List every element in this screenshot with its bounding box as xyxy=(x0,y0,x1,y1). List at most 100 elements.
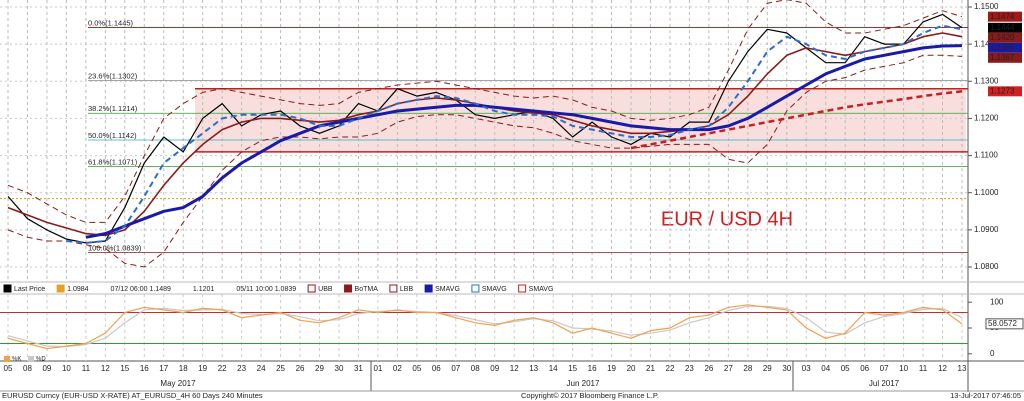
x-tick-label: 13 xyxy=(958,364,967,373)
x-tick-label: 14 xyxy=(549,364,558,373)
x-tick-label: 16 xyxy=(140,364,149,373)
legend-swatch xyxy=(182,284,191,293)
price-tag-label: 1.1420 xyxy=(990,33,1015,42)
price-tag-label: 1.1444 xyxy=(990,23,1015,32)
legend-swatch xyxy=(518,284,527,293)
legend-label: Last Price xyxy=(14,286,45,293)
month-label: May 2017 xyxy=(160,379,196,388)
x-tick-label: 09 xyxy=(490,364,499,373)
x-tick-label: 12 xyxy=(510,364,519,373)
legend-label: UBB xyxy=(318,286,333,293)
x-tick-label: 29 xyxy=(315,364,324,373)
series-line xyxy=(7,0,963,223)
x-tick-label: 17 xyxy=(159,364,168,373)
x-tick-label: 13 xyxy=(529,364,538,373)
price-tag xyxy=(988,86,1022,97)
x-tick-label: 25 xyxy=(276,364,285,373)
osc-tag-label: 58.0572 xyxy=(988,319,1017,328)
legend-label: BoTMA xyxy=(355,286,379,293)
legend-swatch xyxy=(3,284,12,293)
legend-swatch xyxy=(56,284,65,293)
x-tick-label: 26 xyxy=(704,364,713,373)
x-tick-label: 19 xyxy=(607,364,616,373)
legend-label: %K xyxy=(12,357,21,363)
x-tick-label: 16 xyxy=(588,364,597,373)
zone xyxy=(195,88,966,152)
x-tick-label: 23 xyxy=(237,364,246,373)
x-tick-label: 07 xyxy=(451,364,460,373)
fib-label: 23.6%(1.1302) xyxy=(88,72,138,81)
price-tag xyxy=(988,11,1022,22)
x-tick-label: 12 xyxy=(938,364,947,373)
y-tick-label: 1.1500 xyxy=(974,2,999,11)
month-label: Jun 2017 xyxy=(567,379,600,388)
footer-center: Copyright© 2017 Bloomberg Finance L.P. xyxy=(521,391,659,400)
x-tick-label: 30 xyxy=(782,364,791,373)
x-tick-label: 26 xyxy=(296,364,305,373)
price-tag-label: 1.1396 xyxy=(990,43,1015,52)
series-line xyxy=(85,44,963,239)
x-tick-label: 19 xyxy=(198,364,207,373)
x-tick-label: 10 xyxy=(899,364,908,373)
chart-title: EUR / USD 4H xyxy=(661,208,793,230)
legend-swatch xyxy=(424,284,433,293)
x-tick-label: 28 xyxy=(743,364,752,373)
x-tick-label: 05 xyxy=(412,364,421,373)
price-tag xyxy=(988,52,1022,63)
fib-label: 0.0%(1.1445) xyxy=(88,18,134,27)
fib-label: 61.8%(1.1071) xyxy=(88,157,138,166)
x-tick-label: 21 xyxy=(646,364,655,373)
y-tick-label: 1.1400 xyxy=(974,39,999,48)
legend-swatch xyxy=(225,284,234,293)
price-tag-label: 1.1474 xyxy=(990,12,1015,21)
osc-line xyxy=(7,305,963,348)
x-tick-label: 15 xyxy=(568,364,577,373)
x-tick-label: 08 xyxy=(23,364,32,373)
x-tick-label: 06 xyxy=(860,364,869,373)
x-tick-label: 01 xyxy=(373,364,382,373)
y-tick-label: 1.0800 xyxy=(974,262,999,271)
x-tick-label: 18 xyxy=(179,364,188,373)
fib-label: 100.0%(1.0839) xyxy=(88,243,142,252)
price-tag-label: 1.1273 xyxy=(990,86,1015,95)
legend-label: 07/12 06:00 1.1489 xyxy=(111,286,171,293)
footer-right: 13-Jul-2017 07:46:05 xyxy=(950,391,1021,400)
series-line xyxy=(7,54,963,268)
x-tick-label: 23 xyxy=(685,364,694,373)
x-tick-label: 04 xyxy=(821,364,830,373)
x-tick-label: 02 xyxy=(393,364,402,373)
series-line xyxy=(630,90,963,150)
x-tick-label: 24 xyxy=(257,364,266,373)
x-tick-label: 22 xyxy=(666,364,675,373)
legend-label: SMAVG xyxy=(529,286,554,293)
x-tick-label: 10 xyxy=(62,364,71,373)
x-tick-label: 15 xyxy=(120,364,129,373)
x-tick-label: 09 xyxy=(42,364,51,373)
x-tick-label: 12 xyxy=(101,364,110,373)
x-tick-label: 07 xyxy=(880,364,889,373)
osc-line xyxy=(7,304,963,350)
x-tick-label: 03 xyxy=(802,364,811,373)
x-tick-label: 29 xyxy=(763,364,772,373)
y-tick-label: 1.1000 xyxy=(974,188,999,197)
osc-tag xyxy=(985,318,1024,330)
legend-swatch xyxy=(4,356,10,362)
osc-y-tick-label: 0 xyxy=(990,349,995,358)
x-tick-label: 22 xyxy=(218,364,227,373)
x-tick-label: 05 xyxy=(4,364,13,373)
price-tag xyxy=(988,42,1022,53)
legend-label: 05/11 10:00 1.0839 xyxy=(236,286,296,293)
legend-label: 1.0984 xyxy=(67,286,89,293)
legend-swatch xyxy=(344,284,353,293)
x-tick-label: 31 xyxy=(354,364,363,373)
x-tick-label: 30 xyxy=(335,364,344,373)
legend-label: %D xyxy=(36,357,46,363)
x-tick-label: 08 xyxy=(471,364,480,373)
series-line xyxy=(66,24,963,244)
y-tick-label: 1.0900 xyxy=(974,225,999,234)
legend-swatch xyxy=(100,284,109,293)
legend-swatch xyxy=(28,356,34,362)
series-line xyxy=(7,13,963,244)
